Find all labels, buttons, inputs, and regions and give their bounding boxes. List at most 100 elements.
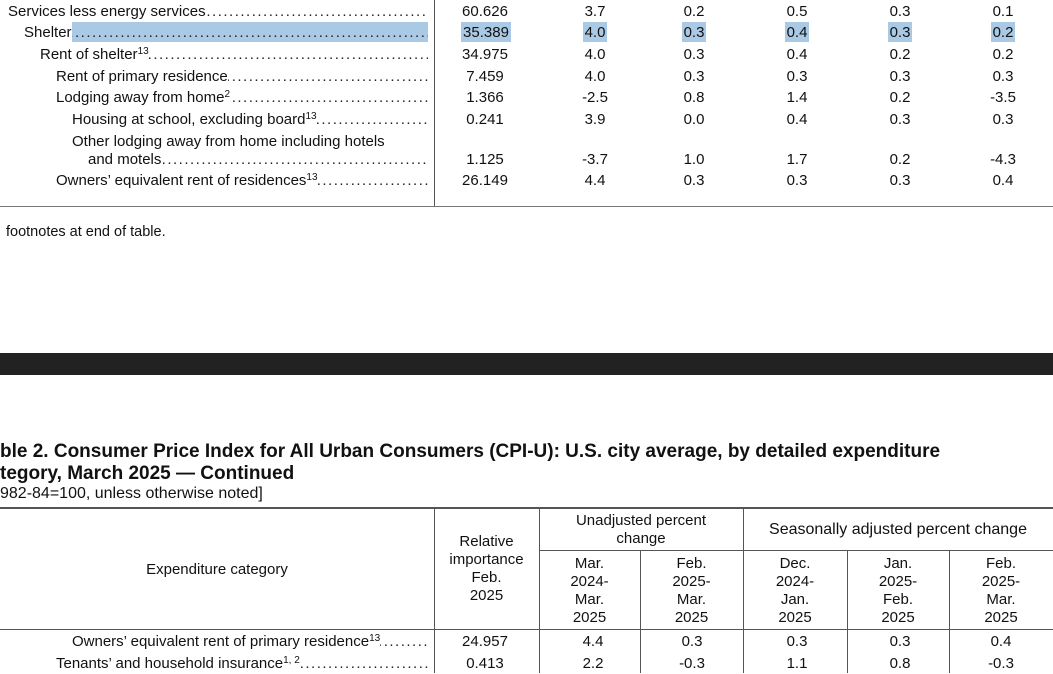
- value-cell: 0.3: [786, 633, 808, 650]
- value-cell: 0.3: [889, 172, 911, 189]
- table-subtitle: 982-84=100, unless otherwise noted]: [0, 485, 263, 502]
- footnote-ref: 13: [137, 46, 149, 57]
- value-cell: 1.4: [786, 89, 808, 106]
- relative-importance: 26.149: [462, 172, 508, 189]
- relative-importance: 1.366: [466, 89, 504, 106]
- footnote-ref: 2: [224, 89, 230, 100]
- value-cell: 0.2: [992, 46, 1014, 63]
- row-label: and motels: [88, 151, 162, 168]
- value-cell: -0.3: [679, 655, 705, 672]
- row-label: Rent of shelter: [40, 46, 138, 63]
- value-cell: 0.4: [992, 172, 1014, 189]
- row-label: Housing at school, excluding board: [72, 111, 306, 128]
- value-cell: 0.1: [992, 3, 1014, 20]
- header-unadjusted-group: Unadjusted percent change: [575, 512, 707, 547]
- value-cell: 0.3: [889, 68, 911, 85]
- value-cell: 1.7: [786, 151, 808, 168]
- table-row: ........................................…: [0, 149, 1053, 170]
- header-period: Feb. 2025- Mar. 2025: [672, 555, 711, 626]
- relative-importance: 24.957: [462, 633, 508, 650]
- value-cell: 0.3: [786, 172, 808, 189]
- value-cell: 0.8: [889, 655, 911, 672]
- value-cell: 0.2: [889, 46, 911, 63]
- value-cell: 0.3: [889, 111, 911, 128]
- value-cell: 4.4: [582, 633, 604, 650]
- value-cell: 0.3: [683, 172, 705, 189]
- value-cell: 4.0: [584, 46, 606, 63]
- value-cell: -3.7: [582, 151, 608, 168]
- relative-importance: 34.975: [462, 46, 508, 63]
- table-row: ........................................…: [0, 1, 1053, 22]
- header-top-rule: [0, 507, 1053, 509]
- value-cell: 1.1: [786, 655, 808, 672]
- page-break-band: [0, 353, 1053, 375]
- table-row: ........................................…: [0, 653, 1053, 674]
- value-cell: 0.2: [991, 22, 1015, 42]
- value-cell: 0.4: [990, 633, 1012, 650]
- footnote-ref: 1, 2: [283, 655, 300, 666]
- value-cell: 0.3: [683, 68, 705, 85]
- value-cell: 0.0: [683, 111, 705, 128]
- value-cell: 0.3: [889, 3, 911, 20]
- col-divider: [743, 509, 744, 673]
- value-cell: 0.3: [992, 111, 1014, 128]
- value-cell: -0.3: [988, 655, 1014, 672]
- value-cell: 0.3: [682, 22, 706, 42]
- table-row: ........................................…: [0, 87, 1053, 108]
- row-label: Owners’ equivalent rent of primary resid…: [72, 633, 370, 650]
- value-cell: 4.4: [584, 172, 606, 189]
- value-cell: 0.3: [889, 633, 911, 650]
- relative-importance: 7.459: [466, 68, 504, 85]
- row-label-line1: Other lodging away from home including h…: [72, 133, 385, 150]
- col-divider: [949, 551, 950, 673]
- table-row: ........................................…: [0, 44, 1053, 65]
- value-cell: 0.8: [683, 89, 705, 106]
- relative-importance: 0.413: [466, 655, 504, 672]
- value-cell: 0.5: [786, 3, 808, 20]
- value-cell: 0.3: [992, 68, 1014, 85]
- value-cell: 4.0: [584, 68, 606, 85]
- value-cell: -4.3: [990, 151, 1016, 168]
- footnote-ref: 13: [369, 633, 381, 644]
- group-rule: [539, 550, 1053, 551]
- header-relative-importance: Relative importance Feb. 2025: [449, 533, 524, 604]
- row-label: Owners’ equivalent rent of residences: [56, 172, 307, 189]
- value-cell: 0.4: [786, 46, 808, 63]
- table-row: ........................................…: [0, 170, 1053, 191]
- value-cell: 0.3: [786, 68, 808, 85]
- row-label: Rent of primary residence: [56, 68, 228, 85]
- col-divider: [434, 509, 435, 673]
- header-period: Dec. 2024- Jan. 2025: [775, 555, 815, 626]
- row-label: Lodging away from home: [56, 89, 225, 106]
- value-cell: -2.5: [582, 89, 608, 106]
- table-title-line2: tegory, March 2025 — Continued: [0, 463, 295, 484]
- footnote-reference: footnotes at end of table.: [6, 224, 166, 240]
- footnote-ref: 13: [305, 111, 317, 122]
- table-row-shelter[interactable]: ........................................…: [24, 22, 1015, 42]
- table-row: ........................................…: [0, 66, 1053, 87]
- relative-importance: 60.626: [462, 3, 508, 20]
- relative-importance: 35.389: [461, 22, 511, 42]
- value-cell: 0.2: [889, 89, 911, 106]
- value-cell: 0.3: [888, 22, 912, 42]
- header-seasonal-group: Seasonally adjusted percent change: [769, 521, 1027, 538]
- col-divider: [640, 551, 641, 673]
- footnote-ref: 13: [306, 172, 318, 183]
- value-cell: 4.0: [583, 22, 607, 42]
- col-divider: [539, 509, 540, 673]
- top-table-bottom-rule: [0, 206, 1053, 207]
- row-label: Shelter: [24, 24, 72, 41]
- col-divider: [847, 551, 848, 673]
- table-row: ........................................…: [0, 109, 1053, 130]
- row-label: Services less energy services: [8, 3, 206, 20]
- value-cell: 2.2: [582, 655, 604, 672]
- value-cell: 0.4: [785, 22, 809, 42]
- header-expenditure-category: Expenditure category: [146, 561, 288, 578]
- value-cell: 1.0: [683, 151, 705, 168]
- table-title-line1: ble 2. Consumer Price Index for All Urba…: [0, 441, 941, 462]
- top-table-divider: [434, 0, 435, 207]
- header-period: Feb. 2025- Mar. 2025: [981, 555, 1021, 626]
- header-period: Mar. 2024- Mar. 2025: [570, 555, 609, 626]
- value-cell: 0.4: [786, 111, 808, 128]
- value-cell: 0.2: [683, 3, 705, 20]
